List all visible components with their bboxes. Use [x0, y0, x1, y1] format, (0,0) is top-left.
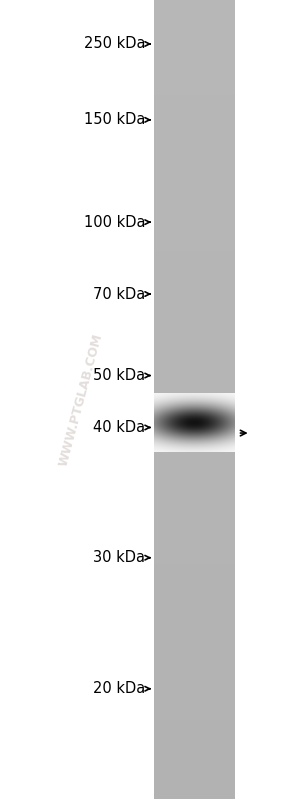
Text: 100 kDa: 100 kDa	[84, 215, 145, 229]
Text: 70 kDa: 70 kDa	[93, 287, 145, 301]
Text: 250 kDa: 250 kDa	[84, 37, 145, 51]
Text: 40 kDa: 40 kDa	[93, 420, 145, 435]
Text: 150 kDa: 150 kDa	[84, 113, 145, 127]
Text: 50 kDa: 50 kDa	[93, 368, 145, 383]
Text: WWW.PTGLAB.COM: WWW.PTGLAB.COM	[57, 332, 105, 467]
Text: 30 kDa: 30 kDa	[93, 551, 145, 565]
Text: 20 kDa: 20 kDa	[93, 682, 145, 696]
